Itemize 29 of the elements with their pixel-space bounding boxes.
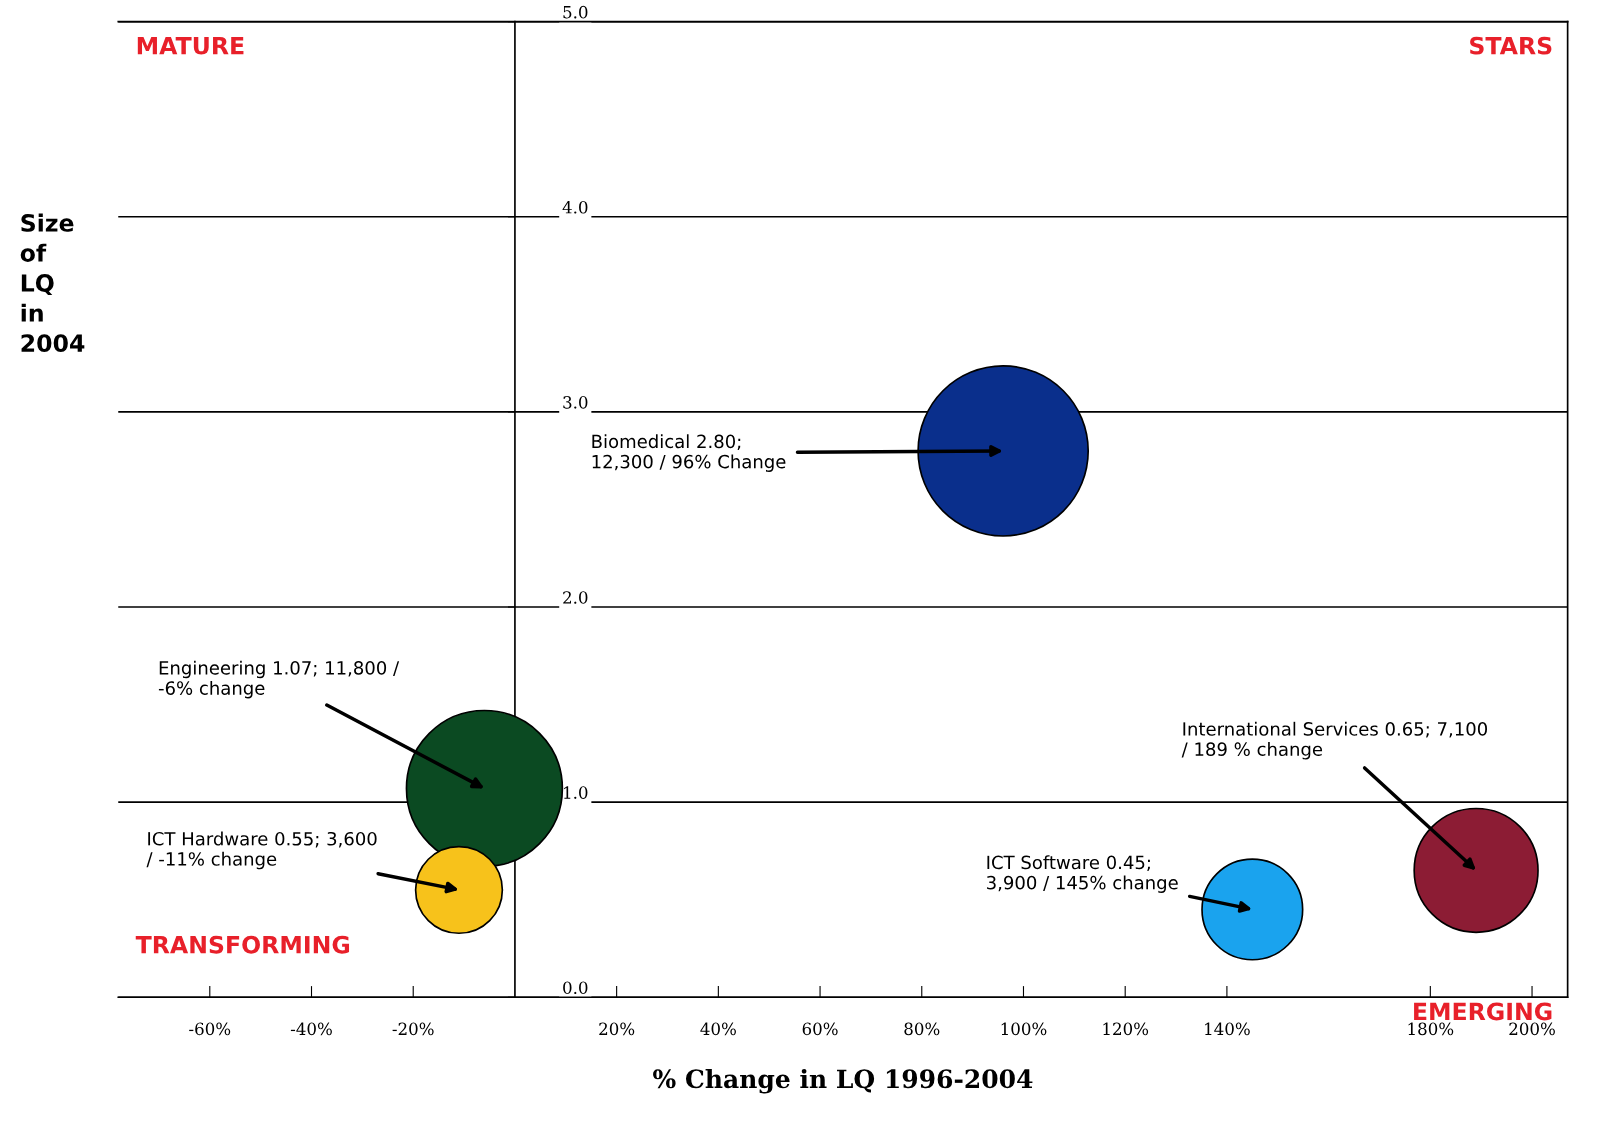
y-tick-label: 5.0 <box>563 5 588 19</box>
x-tick-label: 100% <box>1001 1022 1047 1036</box>
x-tick-label: 120% <box>1103 1022 1149 1036</box>
y-tick-label: 2.0 <box>563 591 588 604</box>
y-tick-label: 0.0 <box>563 981 588 994</box>
x-tick-label: 140% <box>1205 1022 1250 1036</box>
x-tick-label: 200% <box>1509 1022 1555 1036</box>
annotation: MATURE <box>137 37 244 55</box>
annotation: ICT Software 0.45; 3,900 / 145% change <box>987 855 1178 893</box>
x-axis-title: % Change in LQ 1996-2004 <box>653 1068 1033 1094</box>
x-tick-label: 40% <box>700 1022 736 1036</box>
x-tick-label: 80% <box>904 1022 940 1036</box>
y-axis-title: Size of LQ in 2004 <box>20 213 85 352</box>
x-tick-label: -40% <box>290 1022 332 1036</box>
annotation: STARS <box>1470 36 1552 55</box>
annotation: Engineering 1.07; 11,800 / -6% change <box>158 660 400 699</box>
x-tick-label: 60% <box>802 1022 838 1036</box>
text: EMERGING <box>1414 1002 1552 1021</box>
x-tick-label: -20% <box>392 1022 434 1036</box>
x-tick-label: 20% <box>599 1022 635 1036</box>
x-tick-label: -60% <box>189 1022 231 1036</box>
y-tick-label: 4.0 <box>562 200 588 214</box>
y-tick-label: 1.0 <box>564 786 588 799</box>
x-tick-label: 180% <box>1408 1022 1454 1036</box>
annotation: ICT Hardware 0.55; 3,600 / -11% change <box>146 831 377 870</box>
annotation: Biomedical 2.80; 12,300 / 96% Change <box>592 434 786 472</box>
y-tick-label: 3.0 <box>563 396 588 409</box>
annotation: International Services 0.65; 7,100 / 189 % change <box>1181 721 1488 760</box>
annotation: TRANSFORMING <box>135 935 350 954</box>
